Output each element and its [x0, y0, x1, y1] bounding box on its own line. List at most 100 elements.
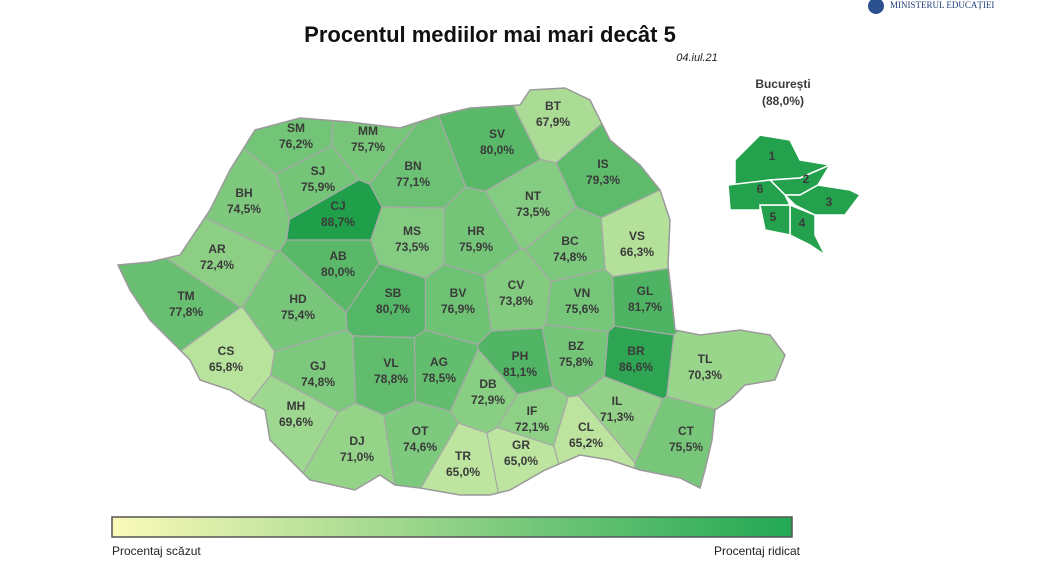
county-code: SJ	[311, 164, 326, 178]
county-value: 75,4%	[281, 308, 315, 322]
county-code: DB	[479, 377, 497, 391]
county-value: 72,1%	[515, 420, 549, 434]
county-code: PH	[512, 349, 529, 363]
county-value: 75,6%	[565, 302, 599, 316]
county-value: 72,9%	[471, 393, 505, 407]
county	[632, 395, 785, 495]
county-code: OT	[412, 424, 429, 438]
county-code: BH	[235, 186, 252, 200]
sector-label: 1	[769, 149, 776, 163]
county-code: GJ	[310, 359, 326, 373]
county-value: 81,7%	[628, 300, 662, 314]
sector	[727, 179, 792, 211]
county-value: 78,5%	[422, 371, 456, 385]
county-value: 65,0%	[504, 454, 538, 468]
county-value: 71,3%	[600, 410, 634, 424]
county-code: SM	[287, 121, 305, 135]
bucharest-inset	[727, 134, 862, 258]
county-code: BT	[545, 99, 562, 113]
county-code: GL	[637, 284, 654, 298]
county-code: CV	[508, 278, 525, 292]
county-value: 74,5%	[227, 202, 261, 216]
county-value: 75,8%	[559, 355, 593, 369]
county-code: BV	[450, 286, 467, 300]
county	[131, 88, 336, 176]
legend-high: Procentaj ridicat	[714, 544, 801, 558]
county-value: 75,7%	[351, 140, 385, 154]
county-code: CT	[678, 424, 695, 438]
legend-low: Procentaj scăzut	[112, 544, 201, 558]
county-code: HD	[289, 292, 307, 306]
county-value: 75,9%	[459, 240, 493, 254]
county-value: 72,4%	[200, 258, 234, 272]
county-code: GR	[512, 438, 530, 452]
county-code: AR	[208, 242, 226, 256]
county-value: 67,9%	[536, 115, 570, 129]
county-value: 79,3%	[586, 173, 620, 187]
county-code: CJ	[330, 199, 345, 213]
county-code: BZ	[568, 339, 584, 353]
county-value: 66,3%	[620, 245, 654, 259]
county-code: TR	[455, 449, 471, 463]
county-value: 65,0%	[446, 465, 480, 479]
county-value: 74,8%	[553, 250, 587, 264]
bucharest-value: (88,0%)	[762, 94, 804, 108]
county-code: BR	[627, 344, 645, 358]
county-code: NT	[525, 189, 542, 203]
sector-label: 2	[803, 172, 810, 186]
county-value: 80,7%	[376, 302, 410, 316]
county-value: 78,8%	[374, 372, 408, 386]
logo: MINISTERUL EDUCAȚIEI	[868, 0, 994, 14]
county-code: SB	[385, 286, 402, 300]
county-value: 76,2%	[279, 137, 313, 151]
bucharest-name: București	[755, 77, 810, 91]
county-code: BC	[561, 234, 579, 248]
county-code: VN	[574, 286, 591, 300]
county-value: 69,6%	[279, 415, 313, 429]
sector	[783, 184, 862, 216]
county-value: 65,8%	[209, 360, 243, 374]
county-code: MM	[358, 124, 378, 138]
county-code: IF	[527, 404, 538, 418]
county-value: 86,6%	[619, 360, 653, 374]
county-value: 88,7%	[321, 215, 355, 229]
county-value: 71,0%	[340, 450, 374, 464]
county-code: AB	[329, 249, 347, 263]
county-code: DJ	[349, 434, 364, 448]
county-value: 74,8%	[301, 375, 335, 389]
county-code: CS	[218, 344, 235, 358]
county-value: 74,6%	[403, 440, 437, 454]
county-code: IL	[612, 394, 623, 408]
county-value: 81,1%	[503, 365, 537, 379]
county-value: 76,9%	[441, 302, 475, 316]
county-code: CL	[578, 420, 594, 434]
county-value: 70,3%	[688, 368, 722, 382]
county-code: HR	[467, 224, 485, 238]
county-value: 80,0%	[480, 143, 514, 157]
county-code: MS	[403, 224, 421, 238]
county-code: BN	[404, 159, 421, 173]
county-value: 77,1%	[396, 175, 430, 189]
county-code: AG	[430, 355, 448, 369]
sector-label: 6	[757, 182, 764, 196]
county-code: VL	[383, 356, 398, 370]
county-value: 75,5%	[669, 440, 703, 454]
date: 04.iul.21	[676, 52, 718, 64]
county-code: TM	[177, 289, 194, 303]
county-value: 73,5%	[395, 240, 429, 254]
county-code: SV	[489, 127, 505, 141]
county-labels: SM 76,2% MM 75,7% BT 67,9% SV 80,0% BN 77,1% SJ 75,…	[169, 99, 722, 479]
county-value: 75,9%	[301, 180, 335, 194]
logo-emblem	[868, 0, 884, 14]
county-value: 77,8%	[169, 305, 203, 319]
county-value: 73,8%	[499, 294, 533, 308]
sector-label: 5	[770, 210, 777, 224]
sector-label: 4	[799, 216, 806, 230]
county-code: TL	[698, 352, 713, 366]
county-code: VS	[629, 229, 645, 243]
sector-label: 3	[826, 195, 833, 209]
logo-text: MINISTERUL EDUCAȚIEI	[890, 0, 994, 11]
county-value: 73,5%	[516, 205, 550, 219]
